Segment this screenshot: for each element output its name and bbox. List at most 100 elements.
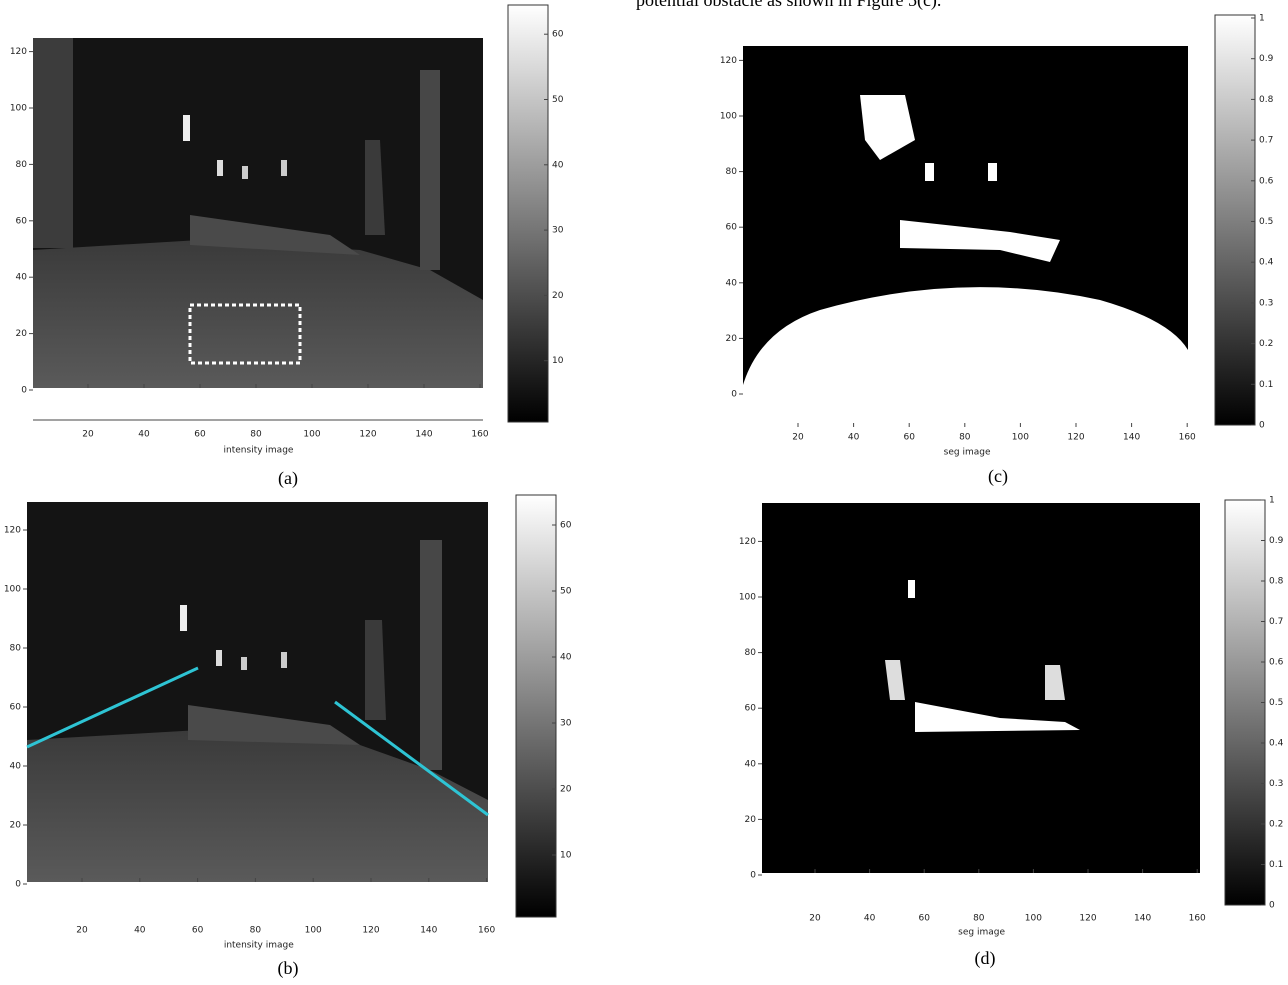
x-tick-label: 100	[305, 926, 322, 936]
y-tick-label: 80	[16, 160, 28, 170]
colorbar	[1224, 499, 1266, 906]
y-tick-label: 0	[21, 386, 27, 396]
y-tick-label: 80	[10, 644, 22, 654]
colorbar-tick-label: 10	[552, 356, 564, 366]
x-tick-label: 140	[1123, 433, 1140, 443]
x-tick-label: 80	[250, 926, 262, 936]
y-tick-label: 100	[10, 104, 27, 114]
x-tick-label: 40	[848, 433, 860, 443]
colorbar-tick-label: 0.6	[1269, 658, 1284, 668]
x-tick-label: 160	[471, 430, 488, 440]
x-tick-label: 80	[250, 430, 262, 440]
x-tick-label: 140	[415, 430, 432, 440]
y-tick-label: 20	[745, 815, 757, 825]
colorbar-tick-label: 1	[1259, 14, 1265, 24]
y-tick-label: 120	[4, 526, 21, 536]
x-tick-label: 120	[1079, 914, 1096, 924]
colorbar-tick-label: 30	[552, 226, 564, 236]
x-axis-label: seg image	[944, 448, 991, 458]
y-tick-label: 60	[10, 703, 22, 713]
x-tick-label: 60	[918, 914, 930, 924]
y-tick-label: 60	[745, 704, 757, 714]
colorbar-tick-label: 0.3	[1269, 779, 1283, 789]
y-tick-label: 100	[739, 593, 756, 603]
colorbar	[507, 4, 549, 423]
y-tick-label: 60	[16, 216, 28, 226]
y-tick-label: 0	[15, 880, 21, 890]
colorbar-tick-label: 50	[560, 587, 572, 597]
x-tick-label: 80	[959, 433, 971, 443]
colorbar	[515, 494, 557, 918]
x-axis-label: intensity image	[224, 941, 294, 951]
x-tick-label: 160	[1189, 914, 1206, 924]
x-tick-label: 120	[1067, 433, 1084, 443]
colorbar-tick-label: 0.6	[1259, 176, 1274, 186]
x-tick-label: 120	[362, 926, 379, 936]
y-tick-label: 120	[739, 537, 756, 547]
seg-image	[762, 503, 1200, 873]
colorbar-tick-label: 0.4	[1269, 739, 1284, 749]
colorbar-tick-label: 30	[560, 719, 572, 729]
colorbar-tick-label: 0.4	[1259, 258, 1274, 268]
colorbar-tick-label: 0.8	[1269, 577, 1284, 587]
x-tick-label: 100	[1025, 914, 1042, 924]
y-tick-label: 40	[726, 278, 738, 288]
colorbar-tick-label: 60	[560, 521, 572, 531]
intensity-image	[33, 38, 483, 388]
x-tick-label: 20	[76, 926, 88, 936]
colorbar-tick-label: 1	[1269, 496, 1275, 506]
y-tick-label: 100	[4, 585, 21, 595]
x-tick-label: 120	[359, 430, 376, 440]
x-axis-label: seg image	[958, 928, 1005, 938]
colorbar-tick-label: 0	[1259, 421, 1265, 431]
colorbar-tick-label: 0.2	[1259, 339, 1273, 349]
x-tick-label: 60	[903, 433, 915, 443]
y-tick-label: 40	[745, 759, 757, 769]
colorbar-tick-label: 0.9	[1259, 54, 1274, 64]
colorbar-tick-label: 0.3	[1259, 298, 1273, 308]
y-tick-label: 80	[745, 648, 757, 658]
x-tick-label: 40	[864, 914, 876, 924]
colorbar-tick-label: 0.5	[1269, 698, 1283, 708]
x-tick-label: 160	[1179, 433, 1196, 443]
caption: (c)	[988, 466, 1008, 487]
x-tick-label: 100	[303, 430, 320, 440]
y-tick-label: 80	[726, 167, 738, 177]
x-tick-label: 40	[138, 430, 150, 440]
x-tick-label: 20	[82, 430, 94, 440]
y-tick-label: 120	[720, 56, 737, 66]
x-axis-label: intensity image	[224, 446, 294, 456]
x-tick-label: 100	[1012, 433, 1029, 443]
caption: (b)	[278, 958, 299, 979]
y-tick-label: 0	[731, 390, 737, 400]
colorbar-tick-label: 0.7	[1259, 136, 1273, 146]
x-tick-label: 40	[134, 926, 146, 936]
colorbar-tick-label: 20	[560, 785, 572, 795]
seg-image	[743, 46, 1188, 427]
colorbar-tick-label: 10	[560, 851, 572, 861]
colorbar-tick-label: 0.2	[1269, 820, 1283, 830]
y-tick-label: 40	[16, 273, 28, 283]
colorbar	[1214, 14, 1256, 426]
x-tick-label: 140	[420, 926, 437, 936]
colorbar-tick-label: 50	[552, 95, 564, 105]
caption: (a)	[278, 468, 298, 489]
colorbar-tick-label: 0.8	[1259, 95, 1274, 105]
colorbar-tick-label: 0.5	[1259, 217, 1273, 227]
y-tick-label: 20	[10, 821, 22, 831]
y-tick-label: 0	[750, 871, 756, 881]
y-tick-label: 20	[726, 334, 738, 344]
y-tick-label: 60	[726, 223, 738, 233]
y-tick-label: 120	[10, 47, 27, 57]
caption: (d)	[975, 948, 996, 969]
x-tick-label: 20	[809, 914, 821, 924]
y-tick-label: 100	[720, 112, 737, 122]
x-tick-label: 80	[973, 914, 985, 924]
colorbar-tick-label: 40	[560, 653, 572, 663]
colorbar-tick-label: 0	[1269, 901, 1275, 911]
header-text: potential obstacle as shown in Figure 5(…	[636, 0, 941, 11]
x-tick-label: 140	[1134, 914, 1151, 924]
x-tick-label: 60	[194, 430, 206, 440]
colorbar-tick-label: 40	[552, 160, 564, 170]
colorbar-tick-label: 0.1	[1269, 860, 1283, 870]
